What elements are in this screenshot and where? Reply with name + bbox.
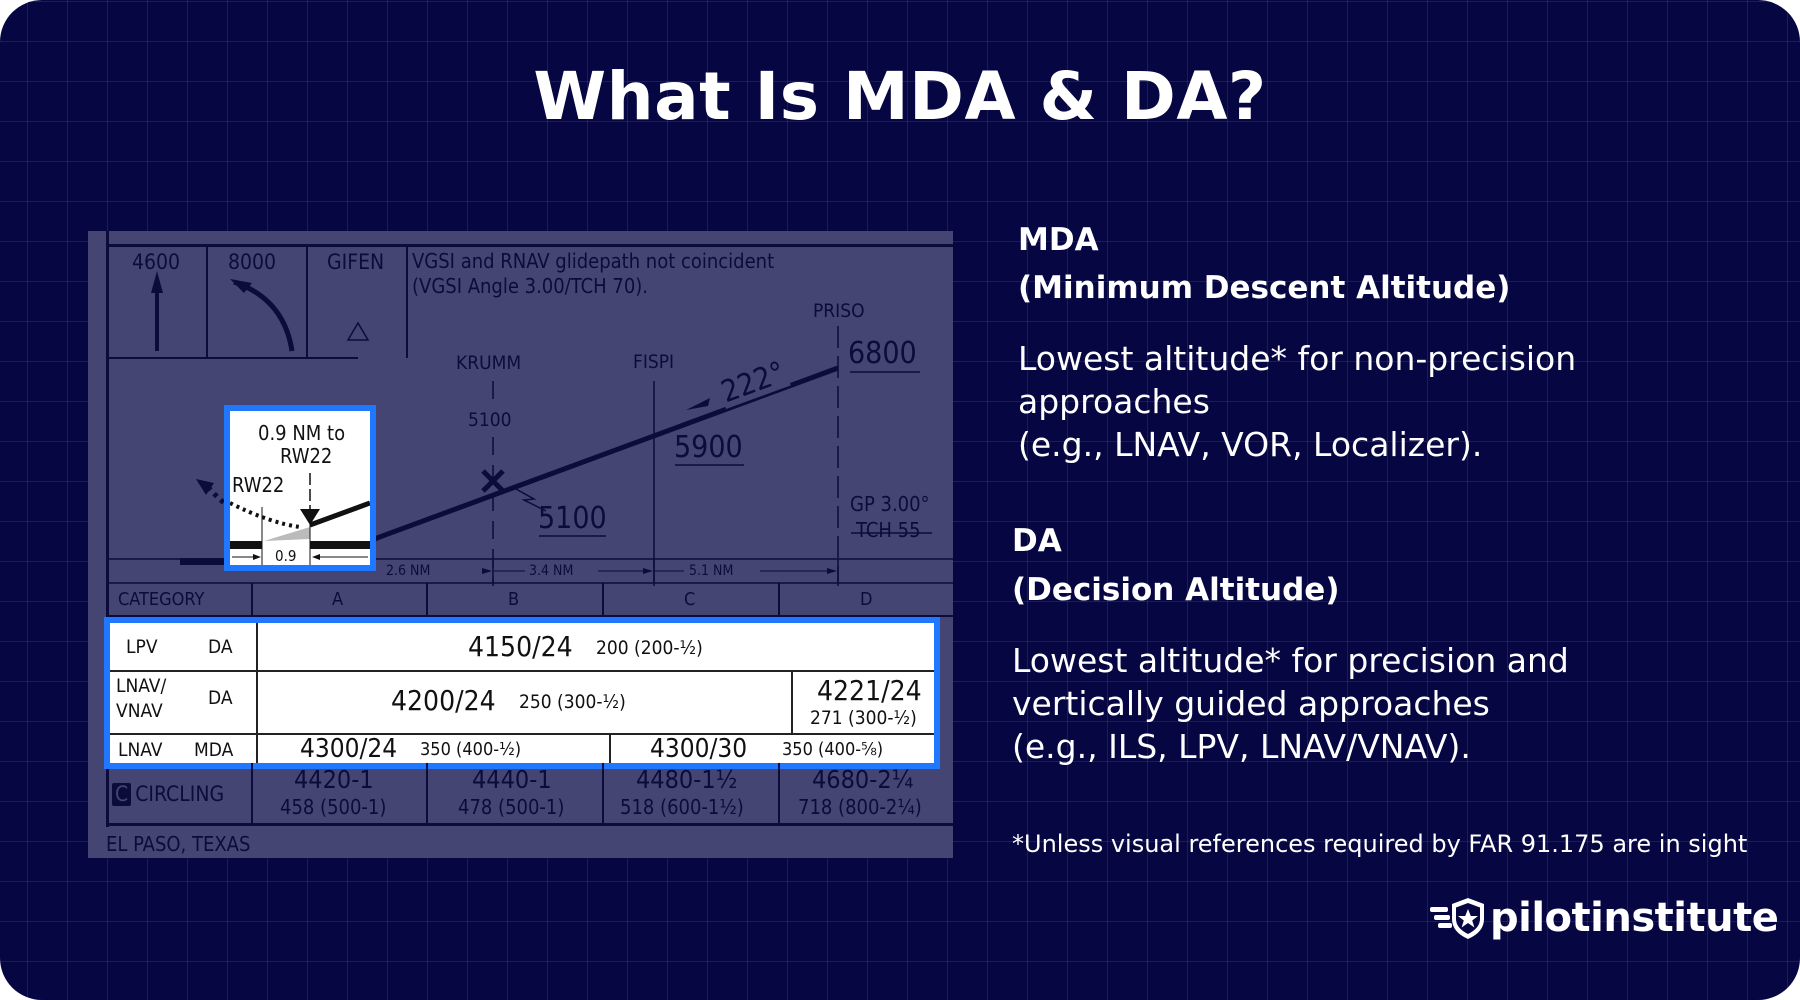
fix-krumm-name: KRUMM [456,352,522,374]
category-c: C [684,589,696,610]
distance-label-4: 5.1 NM [689,563,734,579]
chart-note-line2: (VGSI Angle 3.00/TCH 70). [412,274,649,298]
distance-label-1: 0.9 [275,547,297,565]
circling-label-group: C CIRCLING [112,783,224,806]
chart-location: EL PASO, TEXAS [106,832,251,856]
mda-description-line1: Lowest altitude* for non-precision [1018,339,1577,378]
lnav-vnav-minimum-abc: 4200/24 [391,684,496,717]
da-description-line2: vertically guided approaches [1012,684,1490,723]
circling-c-minimum: 4480-1½ [636,765,738,794]
circling-c-sub: 518 (600-1½) [620,795,744,819]
circling-d-sub: 718 (800-2¼) [798,795,922,819]
runway-distance-highlight: 0.9 NM to RW22 RW22 0.9 [224,405,376,571]
lnav-minimum-ab-sub: 350 (400-½) [420,739,522,760]
threshold-crossing-height: TCH 55 [856,518,921,542]
holding-fix-name: GIFEN [327,250,385,274]
page-title: What Is MDA & DA? [533,58,1267,135]
climb-arrow-icon [151,271,370,352]
runway-profile-icon [230,473,370,565]
fix-priso-altitude: 6800 [848,336,917,371]
profile-view-diagram [106,326,953,586]
fix-fispi-altitude: 5900 [674,430,743,465]
distance-label-2: 2.6 NM [384,563,433,579]
fix-priso-name: PRISO [813,300,865,322]
da-heading: DA [1012,523,1062,559]
lnav-vnav-line-label-2: VNAV [116,700,163,722]
category-b: B [508,589,520,610]
inset-label-line2: RW22 [280,444,333,468]
da-description: Lowest altitude* for precision and verti… [1012,639,1569,768]
circling-badge-icon: C [112,783,132,806]
lpv-type-label: DA [208,636,233,658]
winged-shield-star-icon [1430,898,1484,939]
lpv-minimum: 4150/24 [468,630,573,663]
lnav-vnav-minimum-abc-sub: 250 (300-½) [519,691,626,713]
brand-logo: pilotinstitute [1428,895,1779,941]
glidepath-angle: GP 3.00° [850,492,930,516]
fix-krumm-altitude: 5100 [538,501,607,536]
brand-name: pilotinstitute [1490,895,1779,941]
lnav-minimum-cd: 4300/30 [650,734,748,764]
distance-label-3: 3.4 NM [529,563,574,579]
category-a: A [332,589,344,610]
mda-subheading: (Minimum Descent Altitude) [1018,270,1511,306]
mda-description-line2: approaches [1018,382,1210,421]
climb-altitude: 4600 [132,250,181,274]
mda-description-line3: (e.g., LNAV, VOR, Localizer). [1018,425,1483,464]
mda-heading: MDA [1018,222,1099,258]
lnav-minimum-cd-sub: 350 (400-⅝) [782,739,884,760]
fix-fispi-name: FISPI [633,351,675,373]
footnote: *Unless visual references required by FA… [1012,830,1748,858]
minimums-highlight-table: LPV DA 4150/24 200 (200-½) LNAV/ VNAV DA… [104,617,940,769]
circling-label: CIRCLING [135,782,225,806]
da-subheading: (Decision Altitude) [1012,572,1340,608]
approach-chart-excerpt: 4600 8000 GIFEN VGSI and RNAV glidepath … [88,231,953,858]
da-description-line1: Lowest altitude* for precision and [1012,641,1569,680]
circling-a-minimum: 4420-1 [294,765,374,794]
runway-label: RW22 [232,473,285,497]
lnav-vnav-minimum-d: 4221/24 [817,674,922,707]
lnav-vnav-line-label-1: LNAV/ [116,675,167,697]
circling-b-sub: 478 (500-1) [458,795,565,819]
lnav-minimum-ab: 4300/24 [300,734,398,764]
fix-krumm-altitude-above: 5100 [468,409,512,432]
circling-b-minimum: 4440-1 [472,765,552,794]
da-description-line3: (e.g., ILS, LPV, LNAV/VNAV). [1012,727,1471,766]
lnav-vnav-type-label: DA [208,687,233,709]
circling-d-minimum: 4680-2¼ [812,765,914,794]
chart-note-line1: VGSI and RNAV glidepath not coincident [412,249,775,273]
category-label: CATEGORY [118,589,205,610]
inset-label-line1: 0.9 NM to [258,421,346,445]
lnav-line-label: LNAV [118,739,163,761]
lpv-line-label: LPV [126,636,158,658]
lpv-minimum-sub: 200 (200-½) [596,637,703,659]
lnav-vnav-minimum-d-sub: 271 (300-½) [810,707,917,729]
mda-description: Lowest altitude* for non-precision appro… [1018,337,1576,466]
turn-altitude: 8000 [228,250,277,274]
category-d: D [860,589,873,610]
lnav-type-label: MDA [194,739,234,761]
circling-a-sub: 458 (500-1) [280,795,387,819]
